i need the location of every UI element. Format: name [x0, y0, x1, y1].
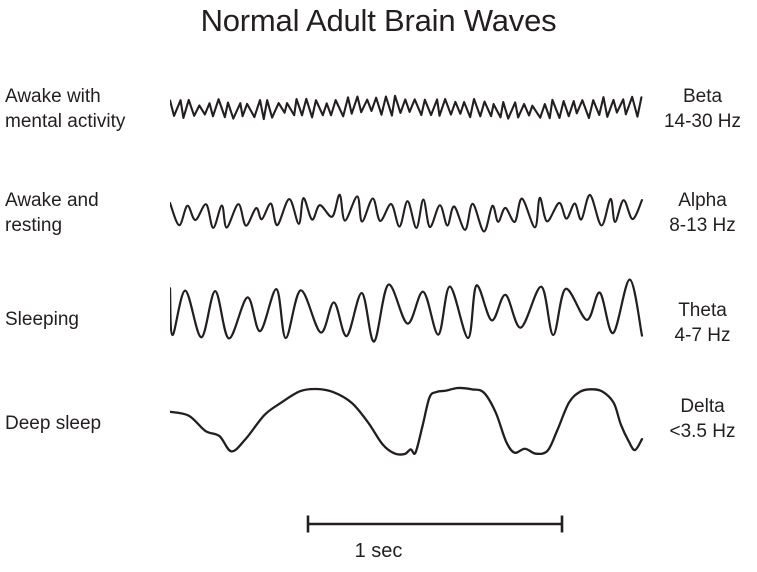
- band-name-alpha: Alpha: [678, 190, 727, 211]
- trace-beta-svg: [170, 94, 643, 121]
- trace-theta: [170, 271, 650, 351]
- row-label-delta: Deep sleep: [5, 411, 165, 436]
- trace-theta-svg: [170, 278, 644, 343]
- trace-delta-svg: [170, 386, 644, 456]
- band-label-theta: Theta 4-7 Hz: [648, 298, 757, 348]
- band-range-theta: 4-7 Hz: [674, 325, 731, 346]
- row-label-delta-line1: Deep sleep: [5, 413, 102, 434]
- band-range-alpha: 8-13 Hz: [669, 215, 736, 236]
- scale-bar: 1 sec: [0, 505, 757, 572]
- row-label-alpha: Awake and resting: [5, 188, 165, 238]
- scale-bar-svg: [306, 515, 564, 533]
- row-label-alpha-line2: resting: [5, 215, 63, 236]
- page-title: Normal Adult Brain Waves: [200, 3, 557, 38]
- band-range-delta: <3.5 Hz: [669, 421, 736, 442]
- band-label-alpha: Alpha 8-13 Hz: [648, 188, 757, 238]
- trace-beta: [170, 72, 650, 144]
- row-label-theta-line1: Sleeping: [5, 309, 79, 330]
- band-name-beta: Beta: [682, 86, 723, 107]
- band-label-delta: Delta <3.5 Hz: [648, 394, 757, 444]
- trace-delta: [170, 371, 650, 471]
- trace-alpha-svg: [170, 193, 644, 233]
- row-label-alpha-line1: Awake and: [5, 190, 99, 211]
- band-label-beta: Beta 14-30 Hz: [648, 84, 757, 134]
- scale-bar-caption: 1 sec: [354, 540, 403, 562]
- row-label-beta: Awake with mental activity: [5, 84, 165, 134]
- row-label-beta-line1: Awake with: [5, 86, 101, 107]
- band-name-theta: Theta: [678, 300, 727, 321]
- row-label-theta: Sleeping: [5, 307, 165, 332]
- row-label-beta-line2: mental activity: [5, 111, 126, 132]
- trace-alpha: [170, 173, 650, 253]
- band-name-delta: Delta: [680, 396, 725, 417]
- band-range-beta: 14-30 Hz: [663, 111, 742, 132]
